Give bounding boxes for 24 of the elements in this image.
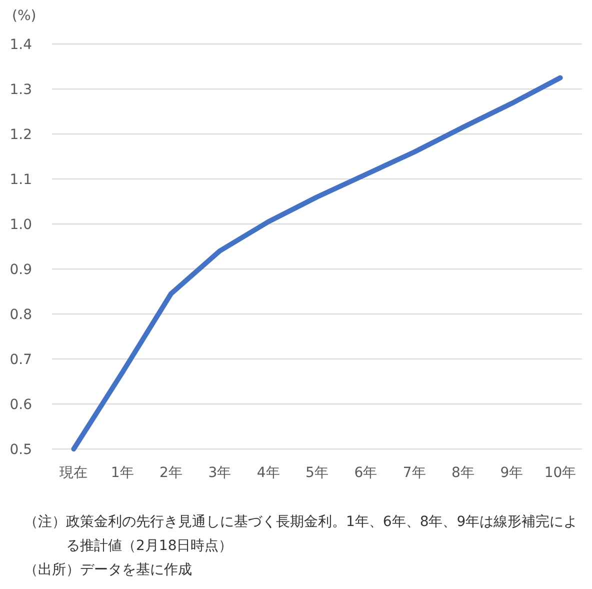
- x-tick-label: 1年: [110, 465, 134, 481]
- y-tick-label: 0.8: [10, 307, 32, 323]
- y-tick-label: 0.7: [10, 352, 32, 368]
- x-tick-label: 6年: [354, 465, 378, 481]
- y-tick-label: 1.4: [10, 37, 32, 53]
- y-axis-title: (%): [12, 8, 36, 24]
- x-tick-label: 7年: [402, 465, 426, 481]
- y-tick-label: 1.0: [10, 217, 32, 233]
- x-tick-label: 9年: [500, 465, 524, 481]
- x-tick-label: 2年: [160, 465, 182, 481]
- x-tick-label: 8年: [452, 465, 474, 481]
- x-tick-label: 10年: [544, 465, 576, 481]
- y-tick-label: 0.5: [10, 442, 32, 458]
- x-tick-label: 5年: [306, 465, 328, 481]
- y-tick-label: 1.1: [10, 172, 32, 188]
- text: （注）政策金利の先行き見通しに基づく長期金利。1年、6年、8年、9年は線形補完による推計値（2月18日時点）: [24, 513, 579, 556]
- y-tick-label: 1.3: [10, 82, 32, 98]
- x-tick-label: 4年: [256, 465, 280, 481]
- y-tick-label: 1.2: [10, 127, 32, 143]
- text: （出所）データを基に作成: [24, 561, 193, 580]
- x-tick-label: 現在: [60, 465, 88, 481]
- y-tick-label: 0.6: [10, 397, 32, 413]
- y-tick-label: 0.9: [10, 262, 32, 278]
- x-tick-label: 3年: [208, 465, 232, 481]
